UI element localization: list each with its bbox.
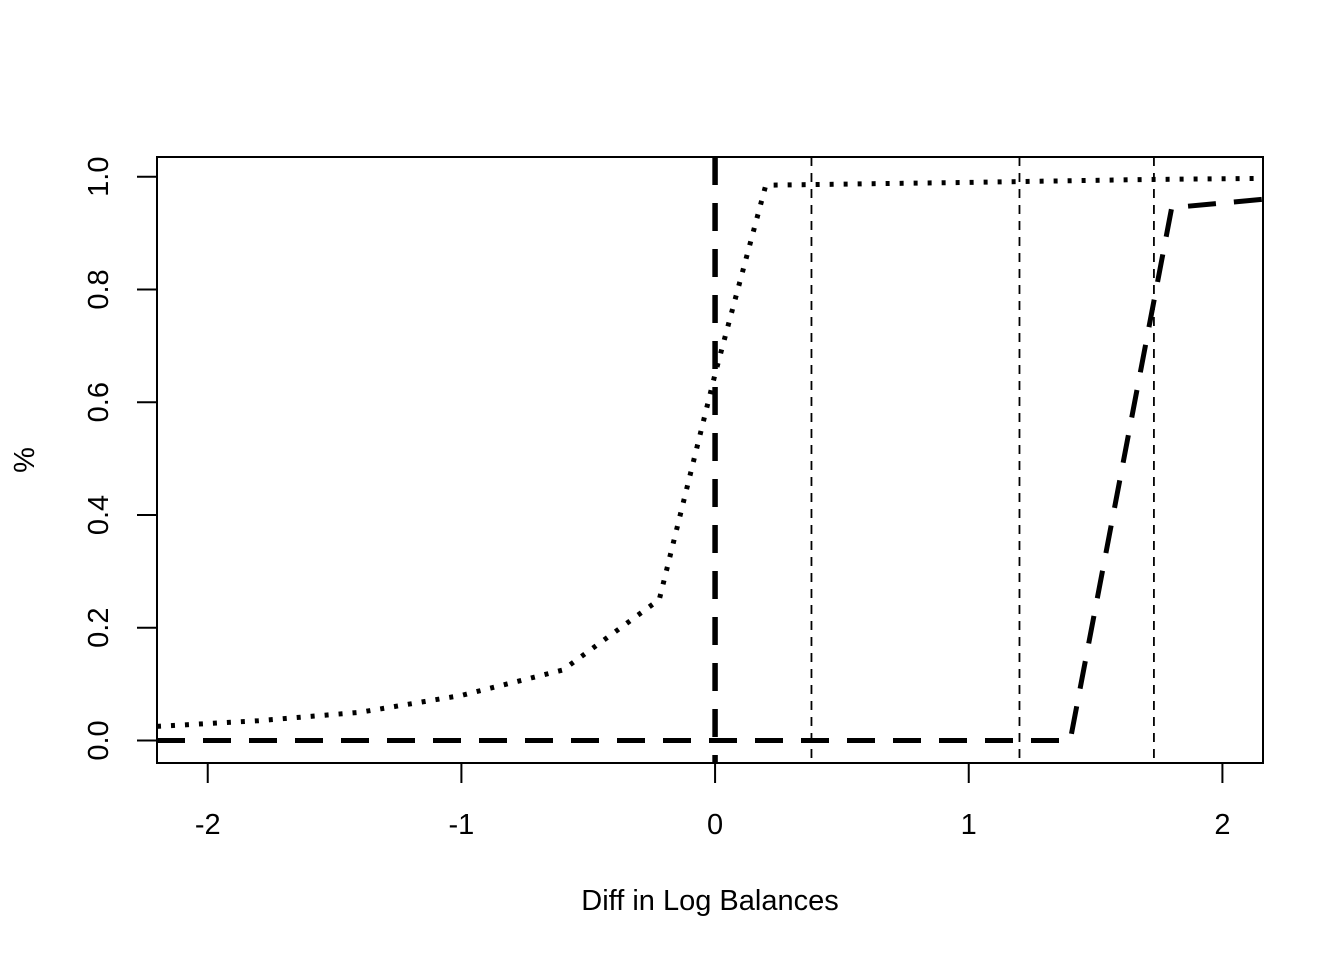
y-tick-label-5: 1.0 [83, 157, 115, 197]
x-tick-label-0: -2 [195, 809, 221, 841]
y-tick-label-2: 0.4 [83, 495, 115, 535]
y-axis-title: % [9, 447, 41, 473]
series-line-dotted [156, 175, 1264, 729]
x-tick-label-2: 0 [707, 809, 723, 841]
y-tick-label-3: 0.6 [83, 382, 115, 422]
x-axis-title: Diff in Log Balances [581, 885, 838, 917]
x-axis: -2 -1 0 1 2 [195, 763, 1230, 841]
y-axis: 0.0 0.2 0.4 0.6 0.8 1.0 [83, 157, 157, 761]
series-line-dashed [157, 196, 1264, 743]
x-tick-label-3: 1 [961, 809, 977, 841]
series-group [156, 175, 1264, 743]
plot-frame [156, 156, 1264, 764]
x-tick-label-1: -1 [449, 809, 475, 841]
x-tick-label-4: 2 [1214, 809, 1230, 841]
y-tick-label-1: 0.2 [83, 608, 115, 648]
y-tick-label-4: 0.8 [83, 269, 115, 309]
y-tick-label-0: 0.0 [83, 720, 115, 760]
reference-lines [712, 157, 1155, 763]
